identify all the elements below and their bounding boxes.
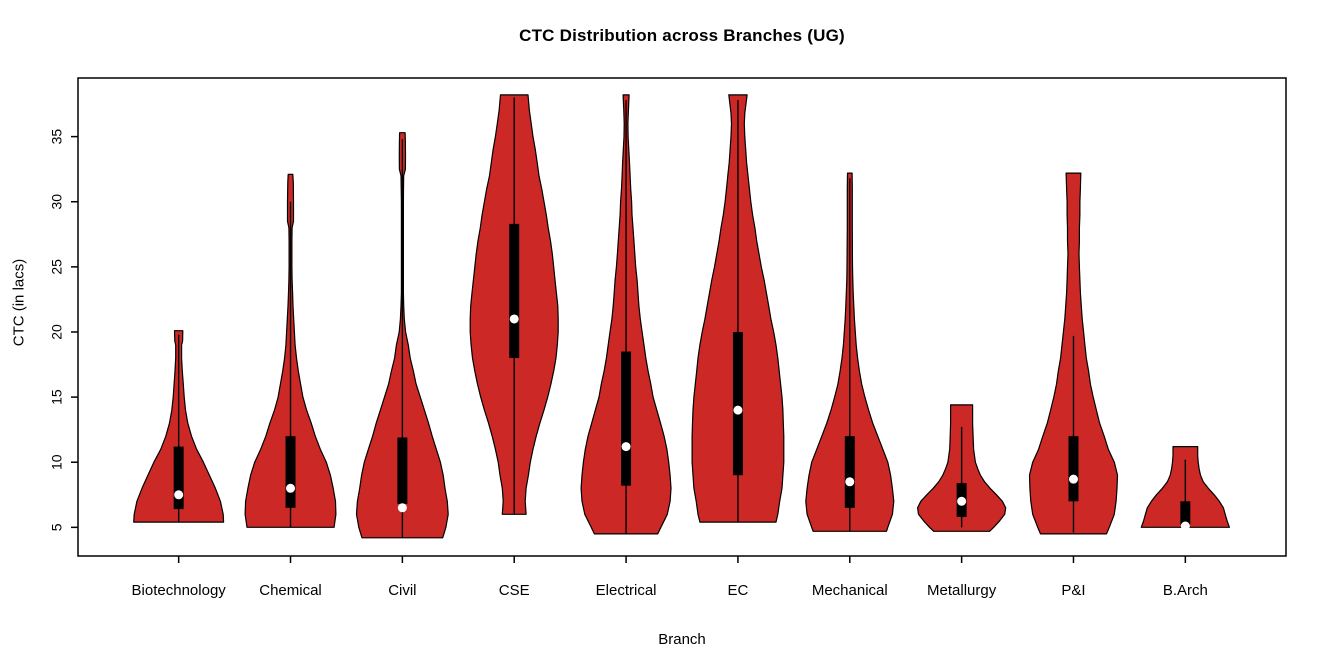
iqr-box — [1068, 436, 1079, 502]
iqr-box — [173, 446, 184, 510]
x-tick-label: CSE — [499, 582, 530, 599]
iqr-box — [621, 351, 632, 486]
x-tick-label: Electrical — [596, 582, 657, 599]
median-dot — [397, 503, 407, 513]
iqr-box — [844, 436, 855, 508]
y-tick-label: 10 — [49, 454, 65, 470]
y-tick-label: 25 — [49, 259, 65, 275]
x-tick-label: P&I — [1061, 582, 1085, 599]
y-tick-label: 15 — [49, 389, 65, 405]
y-tick-label: 5 — [49, 523, 65, 531]
median-dot — [621, 442, 631, 452]
iqr-box — [397, 437, 408, 504]
x-tick-label: Biotechnology — [132, 582, 227, 599]
x-tick-label: Civil — [388, 582, 416, 599]
x-tick-label: B.Arch — [1163, 582, 1208, 599]
median-dot — [286, 483, 296, 493]
plot-frame — [77, 77, 1287, 557]
y-axis-label: CTC (in lacs) — [10, 258, 28, 347]
x-tick-label: Mechanical — [812, 582, 888, 599]
x-tick-label: EC — [728, 582, 749, 599]
median-dot — [174, 490, 184, 500]
median-dot — [509, 314, 519, 324]
median-dot — [733, 405, 743, 415]
iqr-box — [285, 436, 296, 508]
chart-title: CTC Distribution across Branches (UG) — [519, 26, 845, 45]
x-tick-label: Metallurgy — [927, 582, 997, 599]
x-axis-label: Branch — [658, 631, 706, 648]
iqr-box — [732, 331, 743, 476]
median-dot — [1068, 474, 1078, 484]
y-tick-label: 35 — [49, 129, 65, 145]
iqr-box — [509, 223, 520, 359]
median-dot — [957, 496, 967, 506]
median-dot — [1180, 521, 1190, 531]
y-tick-label: 20 — [49, 324, 65, 340]
iqr-box — [1180, 501, 1191, 525]
x-tick-label: Chemical — [259, 582, 322, 599]
median-dot — [845, 477, 855, 487]
y-tick-label: 30 — [49, 194, 65, 210]
